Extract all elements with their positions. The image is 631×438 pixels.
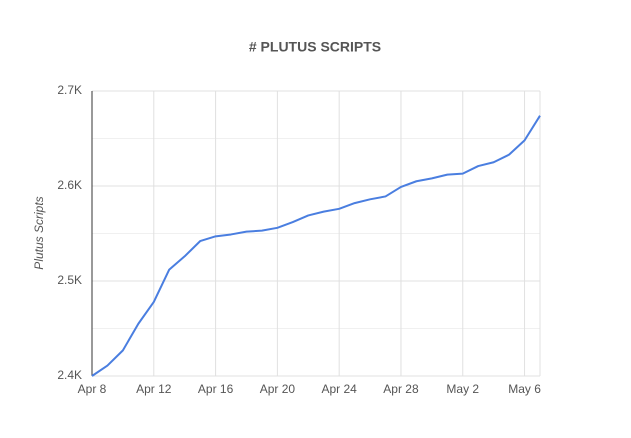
y-tick-label: 2.5K bbox=[57, 273, 82, 287]
y-tick-label: 2.4K bbox=[57, 368, 82, 382]
y-axis-label: Plutus Scripts bbox=[32, 196, 46, 269]
y-tick-label: 2.6K bbox=[57, 178, 82, 192]
x-tick-label: Apr 20 bbox=[260, 382, 296, 396]
line-series bbox=[91, 115, 541, 377]
x-tick-label: May 6 bbox=[508, 382, 541, 396]
x-tick-label: Apr 24 bbox=[321, 382, 357, 396]
y-tick-label: 2.7K bbox=[57, 83, 82, 97]
x-tick-label: Apr 16 bbox=[198, 382, 234, 396]
chart-title: # PLUTUS SCRIPTS bbox=[249, 39, 381, 55]
x-tick-label: Apr 28 bbox=[383, 382, 419, 396]
x-tick-label: Apr 8 bbox=[78, 382, 107, 396]
x-tick-label: Apr 12 bbox=[136, 382, 172, 396]
x-tick-label: May 2 bbox=[446, 382, 479, 396]
